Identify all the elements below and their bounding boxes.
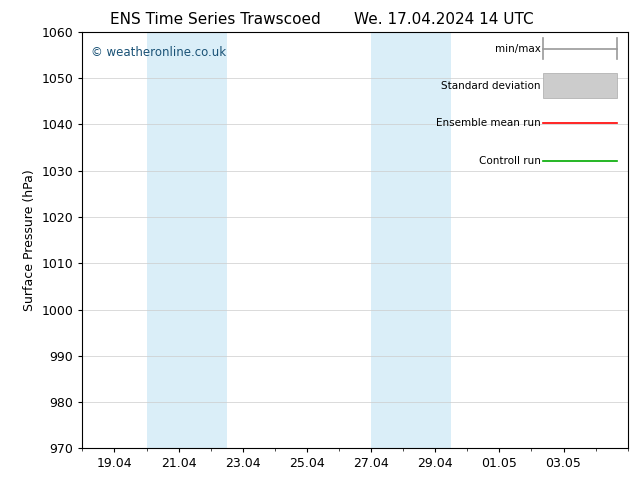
Y-axis label: Surface Pressure (hPa): Surface Pressure (hPa) [23, 169, 36, 311]
Bar [371, 32, 451, 448]
Text: © weatheronline.co.uk: © weatheronline.co.uk [91, 47, 226, 59]
Bar [146, 32, 227, 448]
Text: Standard deviation: Standard deviation [441, 81, 540, 91]
Text: Ensemble mean run: Ensemble mean run [436, 119, 540, 128]
Text: We. 17.04.2024 14 UTC: We. 17.04.2024 14 UTC [354, 12, 534, 27]
Text: Controll run: Controll run [479, 156, 540, 166]
Bar [543, 74, 617, 98]
Text: ENS Time Series Trawscoed: ENS Time Series Trawscoed [110, 12, 321, 27]
Text: min/max: min/max [495, 44, 540, 53]
